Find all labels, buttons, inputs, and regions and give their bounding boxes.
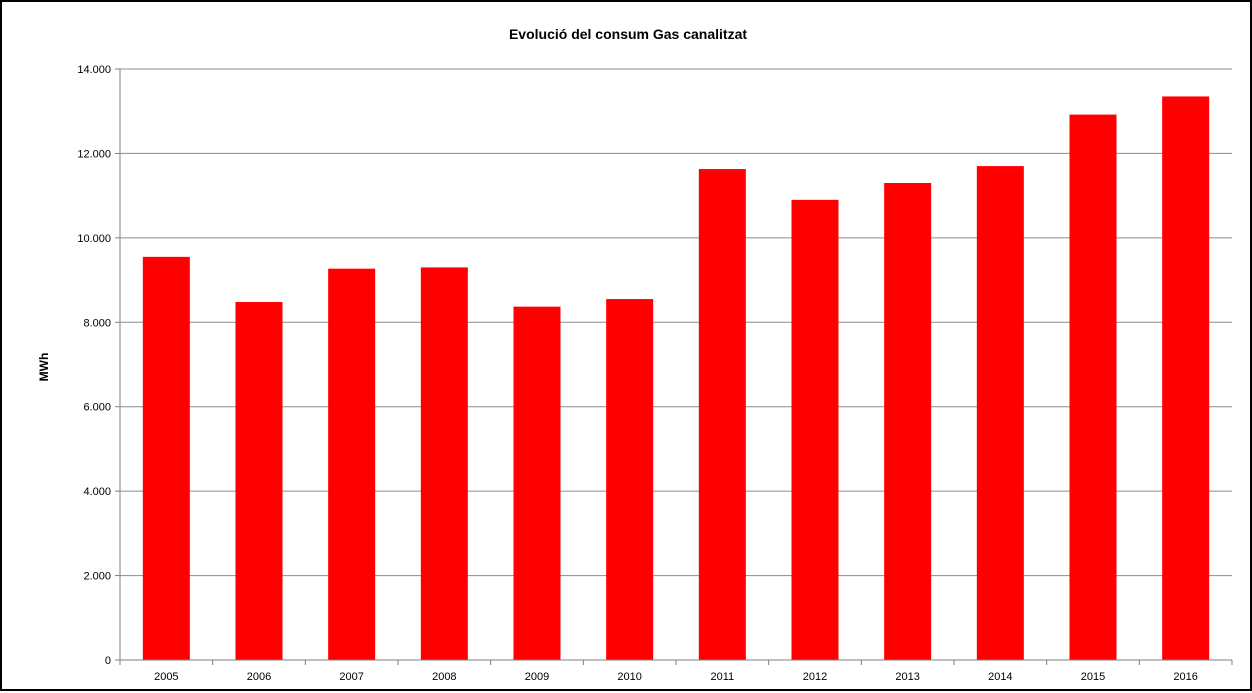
bar xyxy=(698,169,746,660)
x-tick-label: 2010 xyxy=(617,671,641,683)
bar xyxy=(884,182,932,660)
y-tick-label: 10.000 xyxy=(77,233,111,245)
x-tick-label: 2016 xyxy=(1173,671,1197,683)
x-tick-label: 2007 xyxy=(339,671,363,683)
x-tick-label: 2006 xyxy=(247,671,271,683)
bar xyxy=(976,166,1024,661)
x-tick-label: 2008 xyxy=(432,671,456,683)
bar xyxy=(791,199,839,660)
bar xyxy=(513,306,561,660)
x-tick-label: 2015 xyxy=(1081,671,1105,683)
x-tick-label: 2012 xyxy=(803,671,827,683)
y-tick-label: 2.000 xyxy=(83,571,111,583)
x-tick-label: 2011 xyxy=(711,671,735,683)
bar xyxy=(235,302,283,660)
x-tick-label: 2009 xyxy=(525,671,549,683)
x-tick-label: 2005 xyxy=(154,671,178,683)
y-tick-label: 0 xyxy=(105,655,111,667)
bar xyxy=(328,268,376,660)
bar xyxy=(1162,96,1210,661)
bar xyxy=(606,299,654,660)
y-tick-label: 14.000 xyxy=(77,64,111,76)
y-tick-label: 4.000 xyxy=(83,486,111,498)
y-tick-label: 8.000 xyxy=(83,317,111,329)
y-tick-label: 6.000 xyxy=(83,402,111,414)
bar xyxy=(420,267,468,660)
x-tick-label: 2014 xyxy=(988,671,1012,683)
y-tick-label: 12.000 xyxy=(77,148,111,160)
bar xyxy=(1069,114,1117,660)
x-tick-label: 2013 xyxy=(895,671,919,683)
chart-title: Evolució del consum Gas canalitzat xyxy=(508,26,748,42)
bar xyxy=(142,256,190,660)
